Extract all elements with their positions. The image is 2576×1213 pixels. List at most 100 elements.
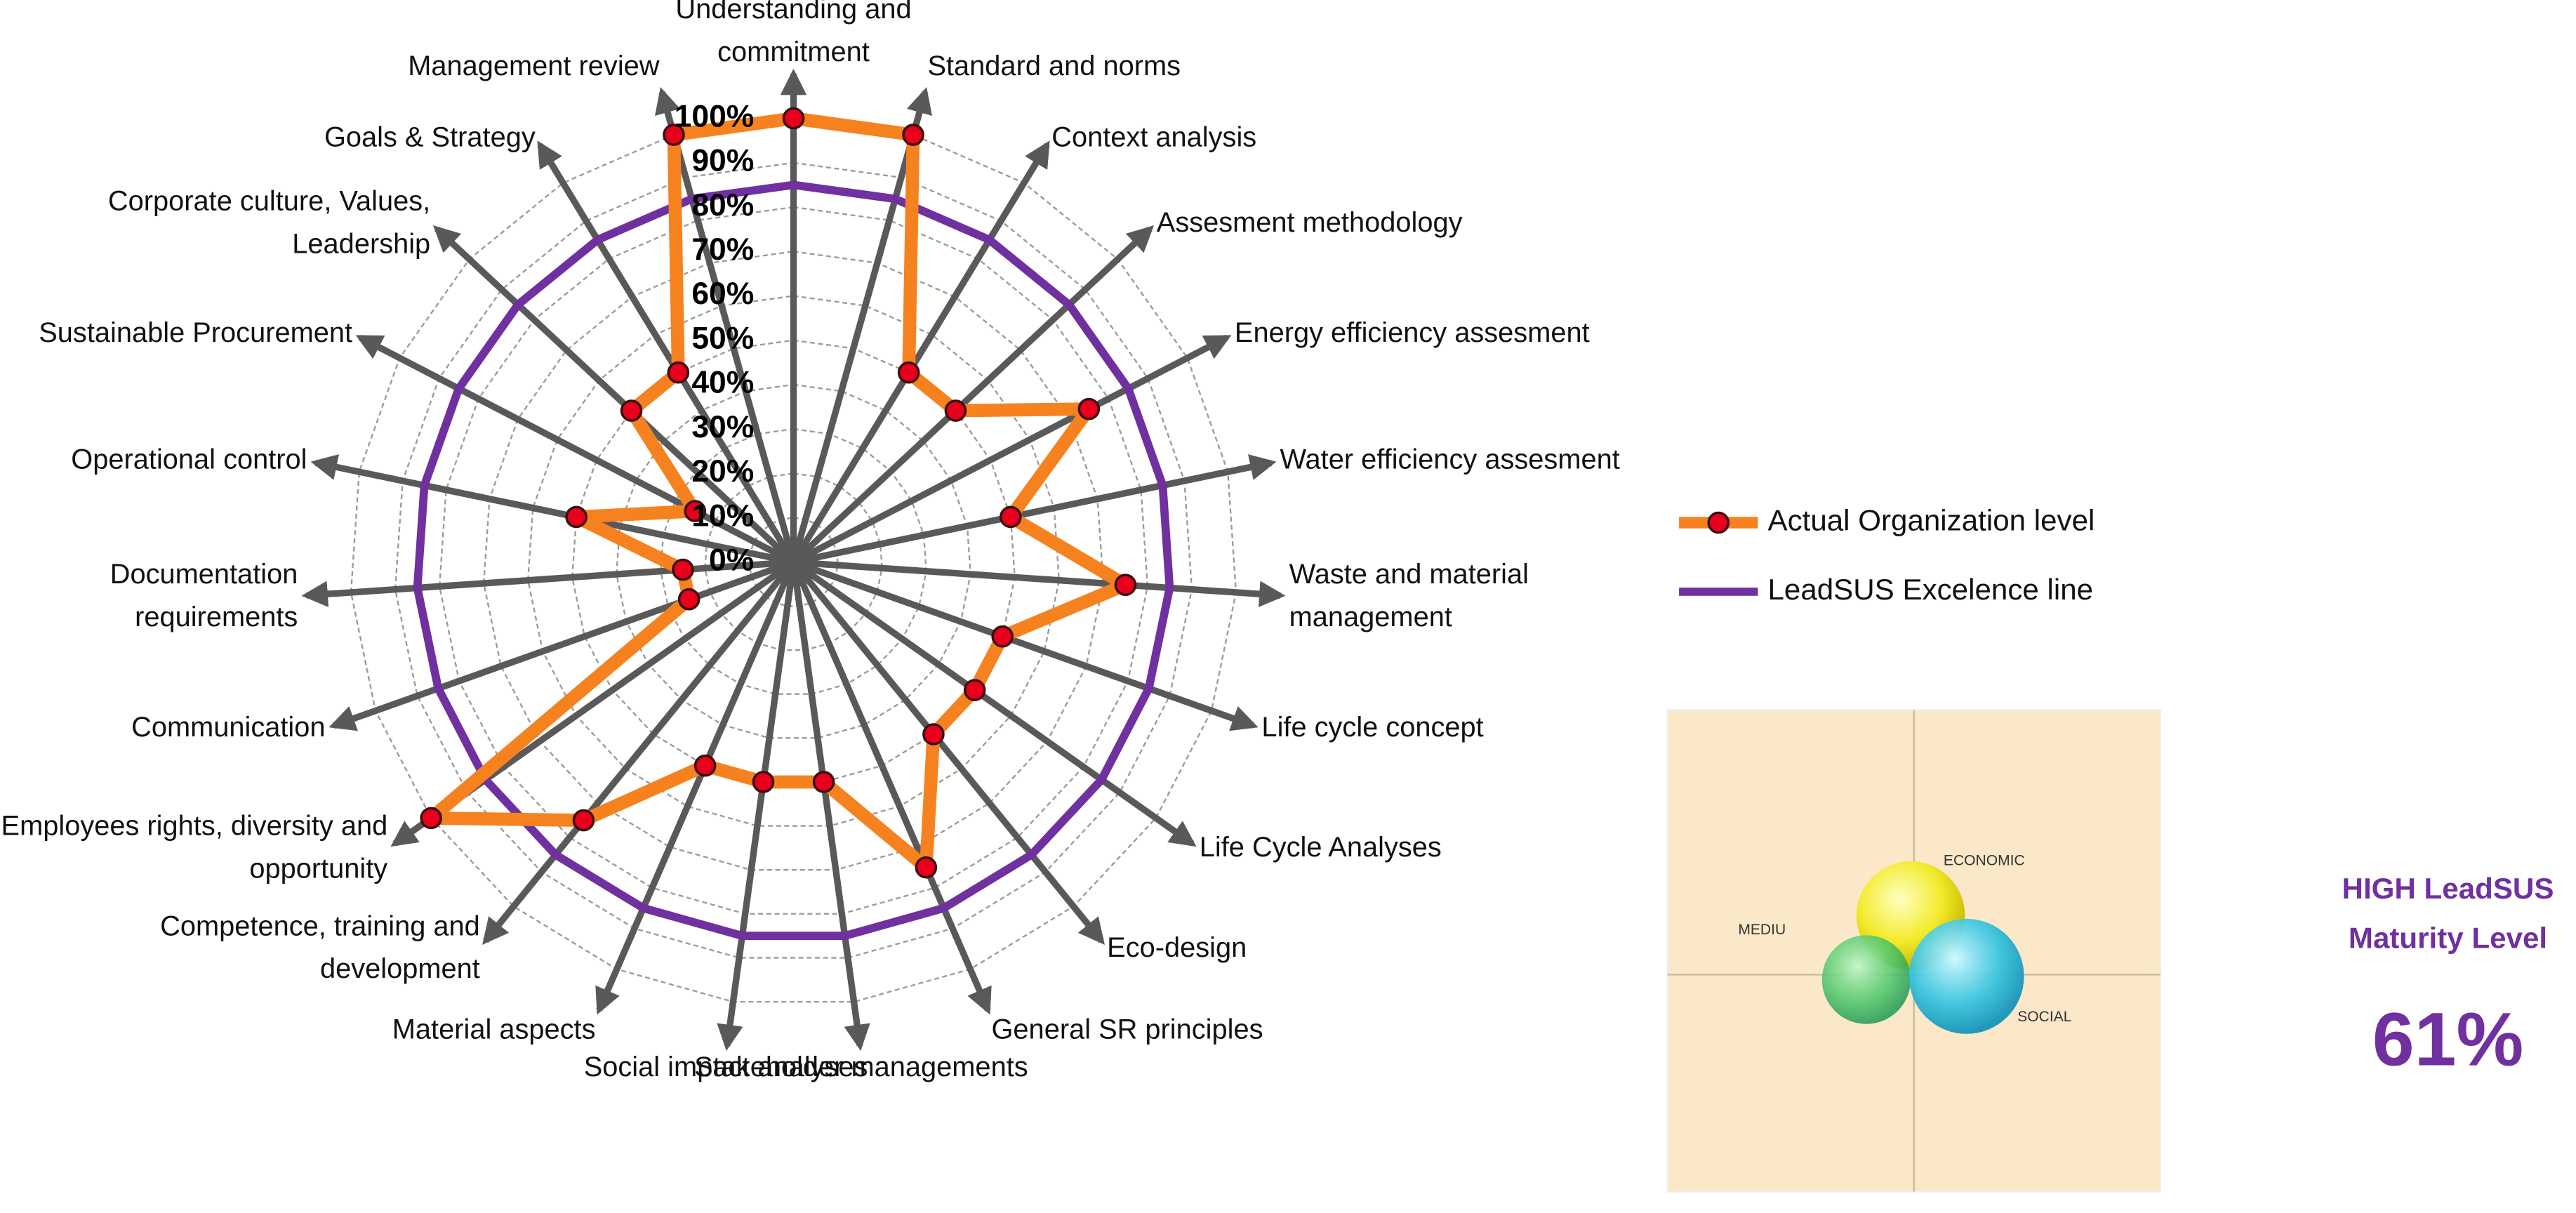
data-point [672, 558, 694, 581]
category-label: Goals & Strategy [324, 121, 536, 152]
category-label: Documentation requirements [109, 558, 298, 632]
r-tick-label: 100% [675, 99, 755, 133]
category-label: Stakeholder managements [694, 1051, 1028, 1082]
legend-marker [1707, 511, 1730, 534]
category-label: Communication [131, 712, 326, 743]
category-label: Corporate culture, Values, Leadership [107, 185, 431, 260]
category-label: Life Cycle Analyses [1199, 832, 1442, 864]
data-point [667, 361, 690, 384]
series-line [424, 112, 1132, 875]
maturity-line: Maturity Level [2349, 921, 2547, 954]
data-point [420, 807, 443, 830]
r-tick-label: 70% [691, 232, 754, 267]
category-label: Social impact analyses [583, 1051, 868, 1082]
grid-ring [616, 383, 971, 739]
r-tick-label: 10% [691, 498, 754, 533]
data-point [752, 771, 775, 793]
category-label: Standard and norms [927, 50, 1181, 81]
spoke [301, 559, 794, 607]
legend-label: Actual Organization level [1767, 504, 2094, 537]
category-label: Management review [408, 50, 660, 81]
spoke [792, 334, 1232, 565]
category-label: Context analysis [1051, 121, 1257, 152]
spoke [482, 559, 797, 946]
data-point [782, 107, 805, 130]
r-tick-label: 20% [691, 454, 754, 489]
bubble-medium [1821, 935, 1911, 1024]
spoke [355, 334, 795, 565]
data-point [922, 723, 945, 745]
r-tick-label: 0% [709, 543, 754, 578]
data-point [897, 361, 920, 384]
spoke [792, 454, 1277, 566]
spoke [310, 454, 795, 566]
category-label: Water efficiency assesment [1280, 444, 1620, 476]
data-point [1000, 505, 1022, 529]
category-label: Assesment methodology [1156, 206, 1463, 238]
data-point [963, 679, 986, 701]
r-tick-label: 50% [691, 321, 754, 355]
legend-label: LeadSUS Excelence line [1767, 573, 2093, 606]
category-label: Employees rights, diversity and opportun… [1, 811, 388, 885]
spoke [790, 86, 933, 564]
maturity-line: HIGH LeadSUS [2342, 872, 2554, 905]
r-tick-label: 30% [691, 410, 754, 444]
spoke [432, 225, 796, 565]
panel-label: SOCIAL [2017, 1009, 2071, 1025]
panel-label: MEDIU [1738, 922, 1786, 938]
spoke [793, 559, 1286, 607]
r-tick-label: 80% [691, 188, 754, 223]
data-point [565, 505, 587, 529]
data-point [684, 500, 707, 522]
r-tick-label: 60% [691, 277, 754, 311]
category-label: Eco-design [1107, 931, 1247, 963]
spoke [791, 225, 1155, 565]
spoke [655, 86, 797, 564]
spoke [790, 559, 1105, 946]
grid-ring [394, 161, 1193, 959]
category-label: Material aspects [392, 1014, 596, 1046]
grid-ring [438, 206, 1149, 915]
spoke [790, 562, 870, 1052]
grid-ring [527, 295, 1060, 827]
data-point [902, 124, 924, 146]
maturity-score: 61% [2372, 997, 2523, 1082]
data-point [572, 809, 595, 832]
r-tick-label: 90% [691, 144, 754, 178]
spoke [717, 562, 797, 1052]
data-point [991, 625, 1014, 648]
category-label: Life cycle concept [1261, 712, 1484, 743]
grid-ring [704, 472, 883, 651]
spoke [328, 559, 795, 731]
data-point [944, 399, 967, 422]
data-point [915, 856, 938, 879]
r-tick-label: 40% [691, 366, 754, 400]
spoke [791, 559, 1197, 847]
spoke [792, 559, 1259, 731]
spoke [790, 140, 1050, 564]
category-label: Operational control [71, 444, 307, 476]
category-label: Understanding and commitment [675, 0, 912, 67]
panel-label: ECONOMIC [1944, 853, 2025, 869]
data-point [693, 754, 717, 777]
spoke [537, 140, 797, 564]
data-point [812, 771, 835, 793]
maturity-panel: ECONOMIC MEDIU SOCIAL [1666, 709, 2162, 1193]
category-label: Sustainable Procurement [39, 317, 353, 349]
category-label: General SR principles [991, 1014, 1263, 1046]
data-point [1077, 397, 1101, 420]
bubble-social [1908, 918, 2024, 1034]
data-point [663, 124, 685, 146]
category-label: Waste and material management [1289, 558, 1529, 632]
spoke [790, 560, 992, 1015]
category-label: Competence, training and development [160, 910, 480, 984]
data-point [677, 588, 701, 611]
category-label: Energy efficiency assesment [1234, 317, 1590, 349]
grid-ring [350, 117, 1237, 1003]
series-line [413, 180, 1174, 941]
spoke [595, 560, 797, 1015]
data-point [1114, 574, 1137, 596]
data-point [620, 399, 643, 422]
